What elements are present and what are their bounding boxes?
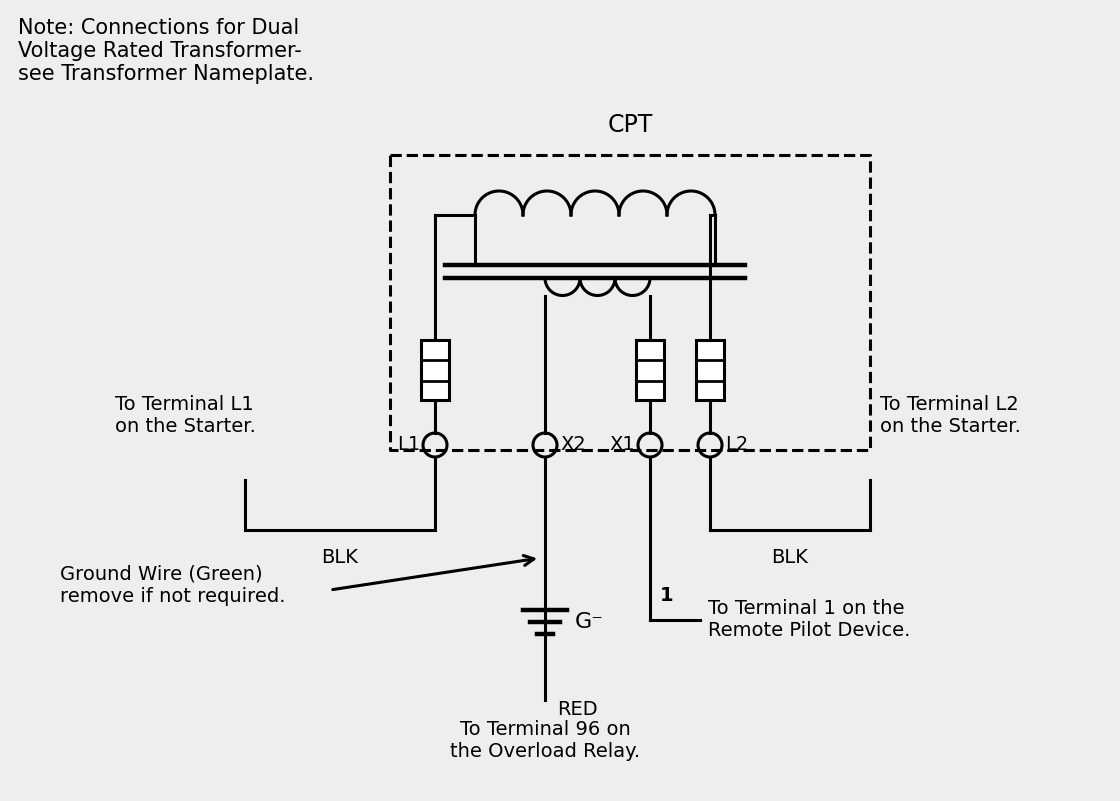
Text: 1: 1 [660, 586, 673, 605]
Text: X1: X1 [609, 436, 635, 454]
Text: To Terminal L1
on the Starter.: To Terminal L1 on the Starter. [115, 395, 255, 436]
Text: BLK: BLK [772, 548, 809, 567]
Text: L1: L1 [396, 436, 420, 454]
Text: CPT: CPT [607, 113, 653, 137]
Text: BLK: BLK [321, 548, 358, 567]
Text: To Terminal 96 on
the Overload Relay.: To Terminal 96 on the Overload Relay. [450, 720, 640, 761]
Text: Note: Connections for Dual
Voltage Rated Transformer-
see Transformer Nameplate.: Note: Connections for Dual Voltage Rated… [18, 18, 314, 84]
Text: To Terminal L2
on the Starter.: To Terminal L2 on the Starter. [880, 395, 1020, 436]
Text: Ground Wire (Green)
remove if not required.: Ground Wire (Green) remove if not requir… [60, 565, 286, 606]
Text: X2: X2 [560, 436, 586, 454]
Bar [421, 340, 449, 400]
Text: RED: RED [557, 700, 598, 719]
Text: L2: L2 [725, 436, 748, 454]
Text: G⁻: G⁻ [575, 612, 604, 632]
Bar [636, 340, 664, 400]
Bar [696, 340, 724, 400]
Text: To Terminal 1 on the
Remote Pilot Device.: To Terminal 1 on the Remote Pilot Device… [708, 599, 911, 641]
